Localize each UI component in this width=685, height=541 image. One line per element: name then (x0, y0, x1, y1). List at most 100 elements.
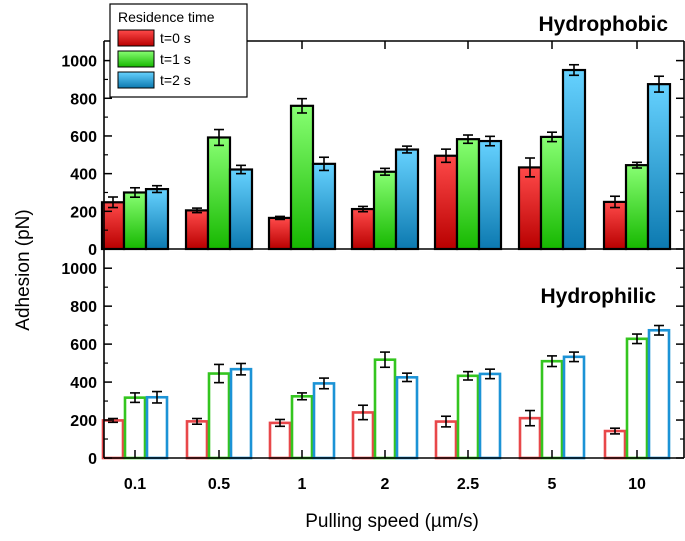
error-bar-hydrophobic-s2-c5 (569, 63, 579, 77)
bar-hydrophilic-s1-c2 (290, 395, 314, 460)
bar-hydrophobic-s2-c0 (144, 187, 170, 251)
error-bar-hydrophilic-s0-c6 (610, 427, 620, 435)
error-bar-hydrophilic-s0-c2 (275, 418, 285, 428)
error-bar-hydrophilic-s2-c1 (236, 362, 246, 376)
error-bar-hydrophilic-s2-c3 (402, 372, 412, 383)
bar-hydrophilic-s0-c2 (268, 421, 292, 460)
bar-hydrophobic-s1-c1 (206, 136, 232, 251)
bar-hydrophobic-s0-c6 (602, 200, 628, 251)
error-bar-hydrophilic-s1-c0 (130, 392, 140, 404)
bar-hydrophobic-s1-c3 (372, 170, 398, 251)
legend-swatch-t0 (117, 29, 155, 47)
y-axis-title: Adhesion (pN) (13, 209, 34, 330)
error-bar-hydrophilic-s2-c4 (485, 368, 495, 380)
legend-label-t2: t=2 s (160, 72, 191, 88)
y-tick-label-hydrophobic-0: 0 (88, 242, 97, 259)
error-bar-hydrophilic-s1-c4 (463, 370, 473, 381)
bar-hydrophilic-s2-c4 (478, 372, 502, 460)
legend-swatch-t2 (117, 71, 155, 89)
bar-hydrophobic-s0-c5 (517, 166, 543, 251)
x-tick-label-1: 1 (298, 476, 307, 493)
error-bar-hydrophilic-s0-c5 (525, 409, 535, 427)
bar-hydrophilic-s1-c3 (373, 358, 397, 460)
error-bar-hydrophilic-s1-c2 (297, 392, 307, 401)
y-tick-label-hydrophilic-800: 800 (70, 299, 97, 316)
error-bar-hydrophobic-s2-c4 (485, 135, 495, 147)
bar-hydrophilic-s1-c6 (625, 337, 649, 460)
y-tick-label-hydrophilic-400: 400 (70, 375, 97, 392)
error-bar-hydrophobic-s0-c1 (192, 207, 202, 214)
y-tick-label-hydrophobic-1000: 1000 (61, 54, 97, 71)
bar-hydrophilic-s0-c6 (603, 429, 627, 460)
x-tick-label-5: 5 (548, 476, 557, 493)
bar-hydrophobic-s2-c6 (646, 83, 672, 251)
bar-hydrophobic-s2-c4 (477, 139, 503, 251)
error-bar-hydrophobic-s0-c3 (358, 205, 368, 213)
error-bar-hydrophilic-s2-c0 (152, 390, 162, 404)
bar-hydrophilic-s2-c1 (229, 367, 253, 460)
error-bar-hydrophilic-s2-c2 (319, 377, 329, 390)
error-bar-hydrophilic-s1-c1 (214, 363, 224, 384)
error-bar-hydrophobic-s0-c4 (441, 148, 451, 164)
y-tick-label-hydrophilic-200: 200 (70, 413, 97, 430)
error-bar-hydrophobic-s2-c2 (319, 156, 329, 172)
error-bar-hydrophilic-s1-c5 (547, 355, 557, 368)
error-bar-hydrophobic-s2-c6 (654, 75, 664, 93)
error-bar-hydrophilic-s0-c4 (441, 415, 451, 428)
legend-title: Residence time (118, 9, 215, 25)
error-bar-hydrophobic-s1-c0 (130, 186, 140, 198)
bar-hydrophilic-s2-c5 (562, 355, 586, 460)
error-bar-hydrophobic-s1-c2 (297, 97, 307, 114)
error-bar-hydrophobic-s1-c3 (380, 167, 390, 176)
x-tick-label-0.1: 0.1 (124, 476, 146, 493)
error-bar-hydrophobic-s0-c0 (108, 196, 118, 209)
error-bar-hydrophobic-s2-c0 (152, 184, 162, 194)
bar-hydrophilic-s1-c5 (540, 359, 564, 460)
error-bar-hydrophilic-s1-c3 (380, 351, 390, 369)
bar-hydrophilic-s2-c6 (647, 328, 671, 460)
bar-hydrophilic-s2-c2 (312, 382, 336, 460)
bar-hydrophobic-s1-c5 (539, 135, 565, 251)
error-bar-hydrophobic-s0-c5 (525, 157, 535, 178)
error-bar-hydrophilic-s0-c1 (192, 417, 202, 426)
bar-hydrophobic-s2-c2 (311, 162, 337, 251)
error-bar-hydrophilic-s0-c0 (108, 417, 118, 424)
bar-hydrophilic-s2-c3 (395, 376, 419, 460)
bar-hydrophobic-s1-c2 (289, 104, 315, 251)
y-tick-label-hydrophobic-200: 200 (70, 204, 97, 221)
error-bar-hydrophilic-s0-c3 (358, 404, 368, 421)
legend: Residence time t=0 s t=1 s t=2 s (109, 3, 248, 98)
y-tick-label-hydrophobic-400: 400 (70, 167, 97, 184)
legend-label-t0: t=0 s (160, 30, 191, 46)
error-bar-hydrophilic-s2-c6 (654, 324, 664, 336)
bar-hydrophobic-s0-c2 (267, 216, 293, 251)
error-bar-hydrophobic-s2-c1 (236, 164, 246, 175)
bar-hydrophobic-s0-c4 (433, 154, 459, 251)
y-tick-label-hydrophilic-1000: 1000 (61, 261, 97, 278)
error-bar-hydrophobic-s1-c4 (463, 134, 473, 145)
bar-hydrophilic-s0-c1 (185, 420, 209, 460)
x-tick-label-2.5: 2.5 (457, 476, 479, 493)
bar-hydrophobic-s0-c0 (100, 201, 126, 251)
bar-hydrophilic-s2-c0 (145, 395, 169, 460)
bar-hydrophobic-s2-c3 (394, 148, 420, 251)
y-tick-label-hydrophobic-800: 800 (70, 91, 97, 108)
error-bar-hydrophobic-s1-c5 (547, 131, 557, 143)
bar-hydrophobic-s0-c1 (184, 209, 210, 251)
panel-title-hydrophobic: Hydrophobic (539, 13, 669, 36)
y-tick-label-hydrophobic-600: 600 (70, 129, 97, 146)
x-tick-label-2: 2 (381, 476, 390, 493)
bar-hydrophobic-s1-c0 (122, 191, 148, 251)
error-bar-hydrophobic-s0-c6 (610, 195, 620, 209)
error-bar-hydrophobic-s2-c3 (402, 145, 412, 154)
error-bar-hydrophilic-s1-c6 (632, 333, 642, 345)
panel-title-hydrophilic: Hydrophilic (540, 285, 656, 308)
x-axis-title: Pulling speed (µm/s) (305, 511, 479, 532)
bar-hydrophilic-s1-c4 (456, 374, 480, 460)
error-bar-hydrophobic-s1-c1 (214, 128, 224, 147)
x-tick-label-10: 10 (628, 476, 646, 493)
bar-hydrophilic-s1-c1 (207, 372, 231, 460)
error-bar-hydrophobic-s1-c6 (632, 161, 642, 169)
error-bar-hydrophobic-s0-c2 (275, 215, 285, 221)
